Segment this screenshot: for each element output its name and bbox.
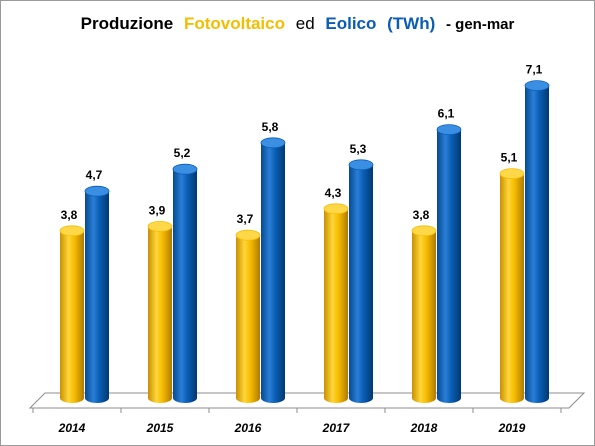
bar-fotovoltaico-2015 (147, 220, 173, 403)
data-label-fotovoltaico-2017: 4,3 (325, 186, 342, 200)
bars (59, 80, 550, 404)
bar-eolico-2014 (84, 185, 110, 403)
bar-eolico-2017 (348, 159, 374, 403)
title-fotovoltaico: Fotovoltaico (183, 14, 285, 33)
title-ed: ed (295, 14, 315, 33)
data-label-fotovoltaico-2019: 5,1 (501, 151, 518, 165)
title-eolico: Eolico (325, 14, 377, 33)
title-period: - gen-mar (446, 16, 515, 33)
category-label-2014: 2014 (58, 421, 86, 435)
data-label-fotovoltaico-2016: 3,7 (237, 212, 254, 226)
category-label-2015: 2015 (146, 421, 174, 435)
data-label-eolico-2015: 5,2 (174, 146, 191, 160)
data-label-eolico-2014: 4,7 (86, 168, 103, 182)
data-label-fotovoltaico-2015: 3,9 (149, 203, 166, 217)
category-labels: 2014 2015 2016 2017 2018 2019 (58, 421, 526, 435)
bar-eolico-2016 (260, 137, 286, 404)
chart-title: Produzione Fotovoltaico ed Eolico (TWh) … (0, 14, 595, 34)
bar-fotovoltaico-2017 (323, 203, 349, 403)
bar-fotovoltaico-2018 (411, 225, 437, 403)
category-label-2019: 2019 (498, 421, 526, 435)
bar-eolico-2015 (172, 163, 198, 403)
data-label-eolico-2019: 7,1 (526, 63, 543, 77)
data-label-eolico-2017: 5,3 (350, 142, 367, 156)
bar-eolico-2018 (436, 124, 462, 403)
bar-fotovoltaico-2016 (235, 229, 261, 403)
bar-eolico-2019 (524, 80, 550, 403)
data-label-fotovoltaico-2014: 3,8 (61, 208, 78, 222)
bar-fotovoltaico-2019 (499, 168, 525, 403)
data-label-eolico-2018: 6,1 (438, 107, 455, 121)
data-labels: 3,8 4,7 3,9 5,2 3,7 5,8 4,3 5,3 3,8 6,1 5,1 7,1 (61, 63, 543, 227)
category-label-2018: 2018 (410, 421, 438, 435)
data-label-fotovoltaico-2018: 3,8 (413, 208, 430, 222)
title-twh: (TWh) (387, 14, 436, 33)
category-label-2017: 2017 (322, 421, 351, 435)
title-produzione: Produzione (80, 14, 174, 33)
category-label-2016: 2016 (234, 421, 262, 435)
bar-fotovoltaico-2014 (59, 225, 85, 403)
data-label-eolico-2016: 5,8 (262, 120, 279, 134)
